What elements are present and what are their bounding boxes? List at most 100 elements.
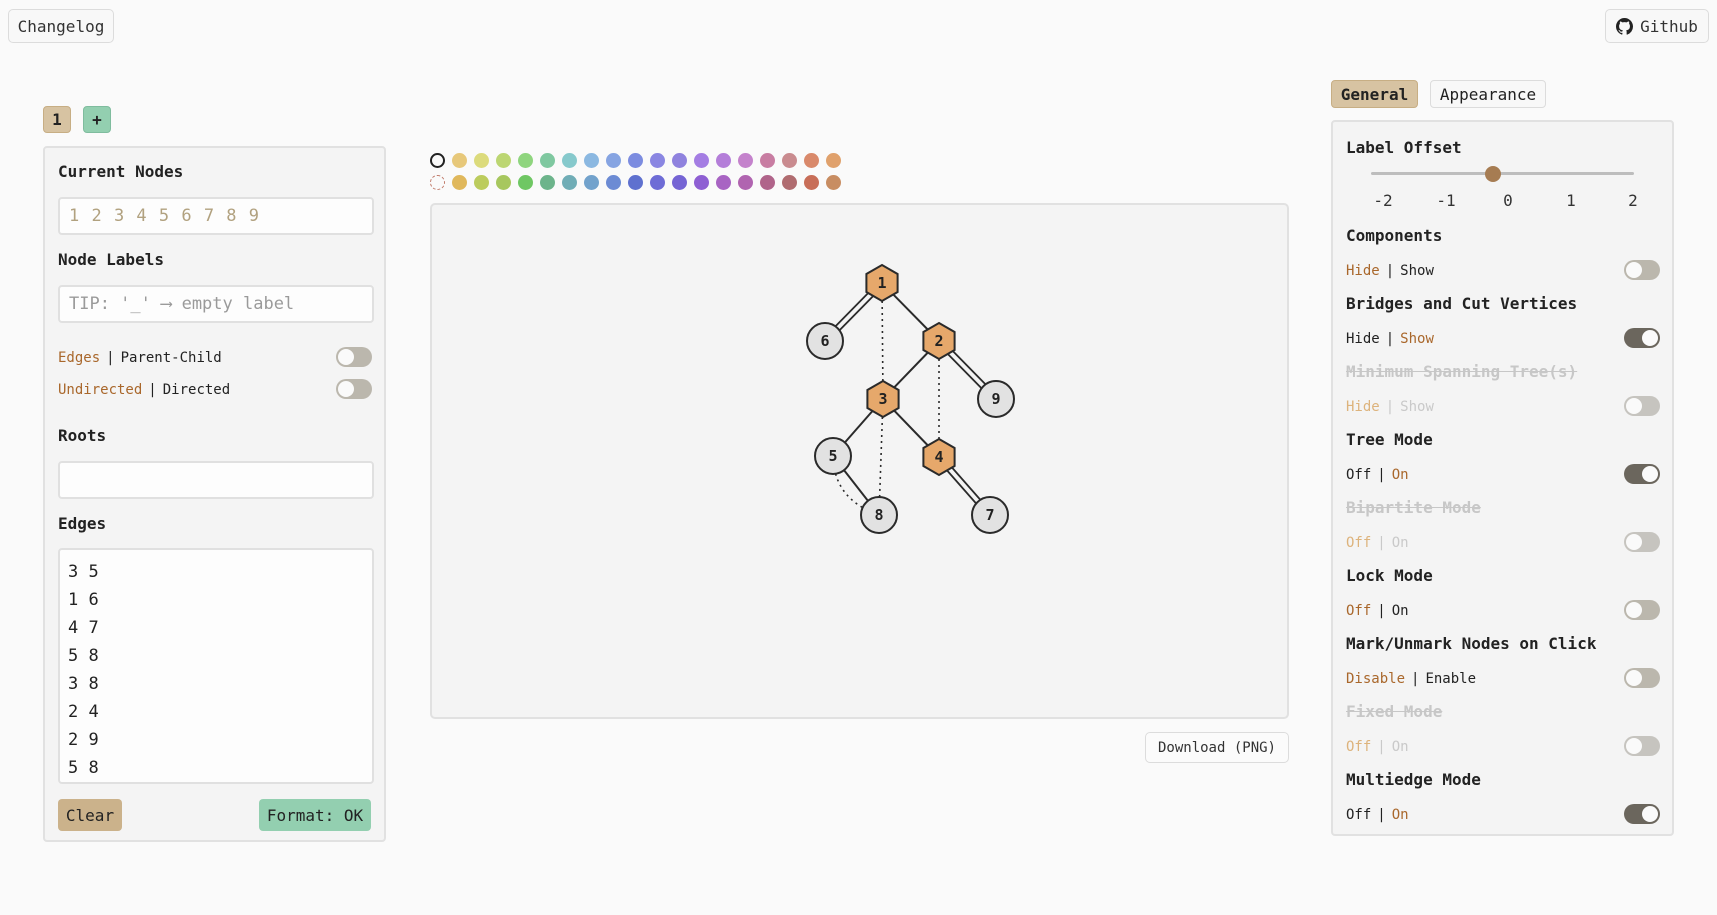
color-swatch[interactable] (518, 153, 533, 168)
setting-toggle-row: Hide | Show (1346, 260, 1660, 282)
setting-title: Fixed Mode (1346, 702, 1443, 721)
color-swatch[interactable] (606, 153, 621, 168)
color-swatch[interactable] (584, 175, 599, 190)
setting-title: Minimum Spanning Tree(s) (1346, 362, 1578, 381)
setting-on-label: On (1391, 535, 1409, 551)
color-swatch[interactable] (474, 153, 489, 168)
setting-toggle-row: Disable | Enable (1346, 668, 1660, 690)
color-swatch[interactable] (782, 175, 797, 190)
setting-title: Components (1346, 226, 1443, 245)
color-swatch[interactable] (782, 153, 797, 168)
clear-color-swatch[interactable] (430, 153, 445, 168)
roots-input[interactable] (58, 461, 374, 499)
setting-title: Mark/Unmark Nodes on Click (1346, 634, 1597, 653)
setting-off-label: Off (1346, 603, 1372, 619)
direction-toggle[interactable] (336, 379, 372, 399)
setting-on-label: On (1391, 603, 1409, 619)
color-swatch[interactable] (540, 153, 555, 168)
clear-color-dashed-swatch[interactable] (430, 175, 445, 190)
setting-off-label: Hide (1346, 399, 1380, 415)
add-graph-button[interactable]: + (83, 106, 111, 133)
setting-toggle-row: Hide | Show (1346, 396, 1660, 418)
color-swatch[interactable] (562, 153, 577, 168)
tab-appearance[interactable]: Appearance (1430, 80, 1546, 108)
setting-toggle[interactable] (1624, 260, 1660, 280)
setting-toggle[interactable] (1624, 532, 1660, 552)
slider-tick-label: -1 (1436, 191, 1456, 210)
edges-mode-on-label: Parent-Child (120, 350, 222, 366)
edge-line: 3 5 (68, 562, 99, 582)
color-swatch[interactable] (650, 175, 665, 190)
color-swatch[interactable] (474, 175, 489, 190)
color-swatch[interactable] (540, 175, 555, 190)
current-nodes-input[interactable]: 1 2 3 4 5 6 7 8 9 (58, 197, 374, 235)
color-swatch[interactable] (738, 153, 753, 168)
download-label: Download (PNG) (1157, 739, 1276, 756)
graph-canvas[interactable] (430, 203, 1289, 719)
color-swatch[interactable] (826, 153, 841, 168)
edges-mode-off-label: Edges (58, 350, 101, 366)
setting-toggle[interactable] (1624, 464, 1660, 484)
color-swatch[interactable] (452, 153, 467, 168)
setting-toggle[interactable] (1624, 328, 1660, 348)
current-nodes-placeholder: 1 2 3 4 5 6 7 8 9 (69, 206, 260, 226)
clear-button[interactable]: Clear (58, 799, 122, 831)
setting-toggle[interactable] (1624, 396, 1660, 416)
input-panel: Current Nodes 1 2 3 4 5 6 7 8 9 Node Lab… (43, 146, 386, 842)
color-swatch[interactable] (496, 153, 511, 168)
edges-textarea[interactable]: 3 5 1 6 4 7 5 8 3 8 2 4 2 9 5 8 (58, 548, 374, 784)
color-swatch[interactable] (804, 175, 819, 190)
github-button[interactable]: Github (1605, 9, 1709, 43)
setting-toggle-row: Off | On (1346, 600, 1660, 622)
color-swatch[interactable] (518, 175, 533, 190)
setting-toggle-row: Off | On (1346, 464, 1660, 486)
color-swatch[interactable] (584, 153, 599, 168)
color-swatch[interactable] (496, 175, 511, 190)
color-swatch[interactable] (672, 175, 687, 190)
color-swatch[interactable] (628, 153, 643, 168)
color-swatch[interactable] (452, 175, 467, 190)
setting-on-label: Enable (1425, 671, 1477, 687)
color-swatch[interactable] (650, 153, 665, 168)
color-palette (430, 152, 870, 196)
setting-off-label: Disable (1346, 671, 1406, 687)
setting-toggle[interactable] (1624, 804, 1660, 824)
node-labels-input[interactable]: TIP: '_' ⟶ empty label (58, 285, 374, 323)
github-label: Github (1640, 16, 1698, 36)
label-offset-title: Label Offset (1346, 138, 1462, 157)
color-swatch[interactable] (562, 175, 577, 190)
color-swatch[interactable] (694, 175, 709, 190)
format-status-button[interactable]: Format: OK (259, 799, 371, 831)
edges-mode-toggle[interactable] (336, 347, 372, 367)
edges-title: Edges (58, 514, 107, 533)
label-offset-track[interactable] (1371, 172, 1634, 175)
color-swatch[interactable] (672, 153, 687, 168)
edge-line: 2 9 (68, 730, 99, 750)
setting-toggle[interactable] (1624, 600, 1660, 620)
direction-row: Undirected | Directed (58, 379, 372, 401)
setting-title: Tree Mode (1346, 430, 1433, 449)
edge-line: 5 8 (68, 646, 99, 666)
color-swatch[interactable] (628, 175, 643, 190)
color-swatch[interactable] (694, 153, 709, 168)
setting-on-label: On (1391, 467, 1409, 483)
color-swatch[interactable] (760, 175, 775, 190)
color-swatch[interactable] (716, 175, 731, 190)
setting-toggle[interactable] (1624, 736, 1660, 756)
edges-mode-row: Edges | Parent-Child (58, 347, 372, 369)
color-swatch[interactable] (606, 175, 621, 190)
color-swatch[interactable] (804, 153, 819, 168)
setting-on-label: On (1391, 807, 1409, 823)
download-png-button[interactable]: Download (PNG) (1145, 732, 1289, 763)
settings-panel: Label Offset -2 -1 0 1 2 Components Hide | Show… (1331, 120, 1674, 836)
color-swatch[interactable] (716, 153, 731, 168)
graph-tab-1[interactable]: 1 (43, 106, 71, 133)
tab-general[interactable]: General (1331, 80, 1418, 108)
setting-toggle-row: Off | On (1346, 736, 1660, 758)
color-swatch[interactable] (738, 175, 753, 190)
color-swatch[interactable] (760, 153, 775, 168)
setting-toggle[interactable] (1624, 668, 1660, 688)
changelog-button[interactable]: Changelog (8, 9, 114, 43)
label-offset-handle[interactable] (1485, 166, 1501, 182)
color-swatch[interactable] (826, 175, 841, 190)
